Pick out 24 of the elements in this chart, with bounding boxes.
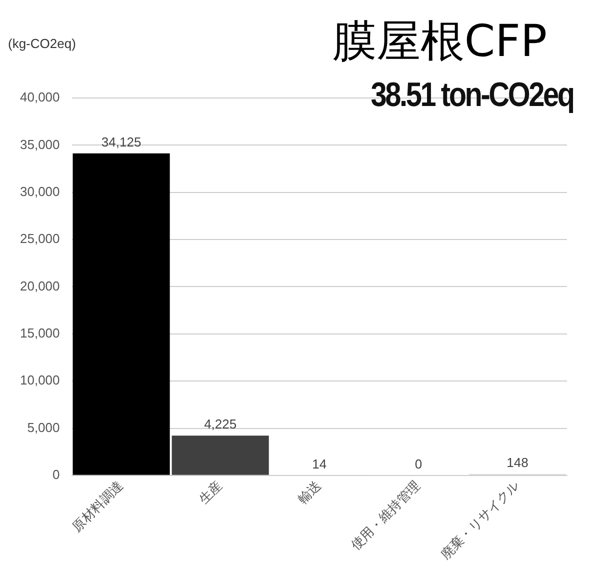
y-tick-label: 5,000 [27,420,60,435]
data-label: 0 [414,456,422,472]
x-tick-label: 輸送 [296,478,325,508]
x-tick-label: 使用・維持管理 [348,478,424,554]
y-tick-label: 30,000 [20,184,60,199]
y-tick-label: 15,000 [20,325,60,340]
chart-subtitle: 38.51 ton-CO2eq [370,76,573,115]
y-tick-label: 25,000 [20,231,60,246]
bar [172,436,269,475]
chart-title: 膜屋根CFP [332,15,547,69]
data-label: 4,225 [204,416,237,432]
y-tick-label: 20,000 [20,278,60,294]
y-tick-label: 0 [52,467,60,482]
x-tick-label: 原材料調達 [70,478,126,536]
x-tick-label: 生産 [196,478,226,508]
data-label: 148 [506,455,528,470]
y-tick-label: 10,000 [20,372,60,388]
bar [72,153,170,475]
y-tick-label: 35,000 [20,136,60,152]
data-label: 14 [312,456,327,472]
x-tick-label: 廃棄・リサイクル [438,478,523,563]
y-axis-title: (kg-CO2eq) [8,36,76,51]
data-label: 34,125 [101,134,142,150]
y-tick-label: 40,000 [20,90,60,105]
